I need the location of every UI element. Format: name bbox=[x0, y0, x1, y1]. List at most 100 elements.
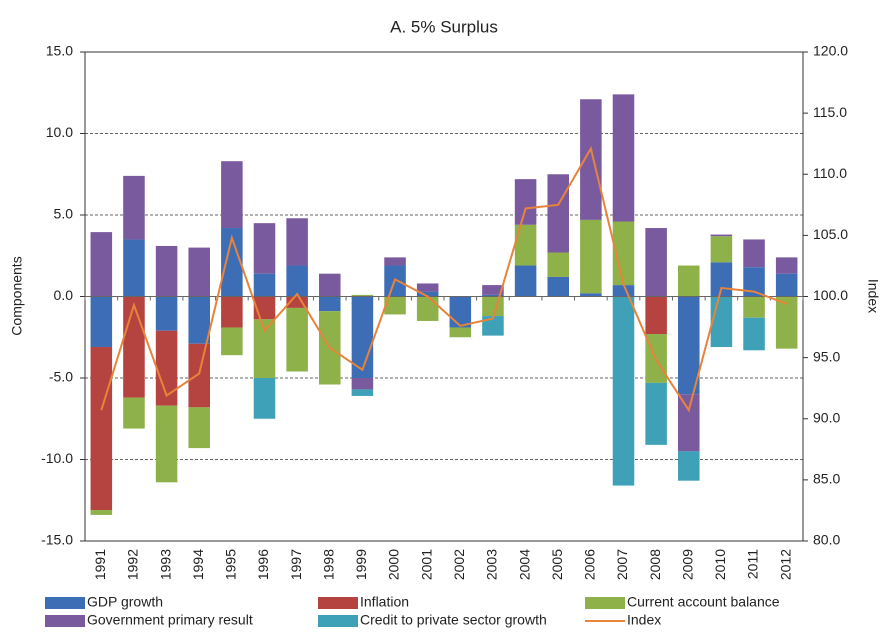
bar bbox=[188, 296, 210, 344]
legend-swatch bbox=[585, 597, 625, 609]
bar bbox=[351, 389, 374, 396]
bar bbox=[416, 291, 439, 297]
bar bbox=[547, 174, 569, 253]
legend-label: Inflation bbox=[360, 594, 409, 610]
bar bbox=[221, 228, 243, 297]
bar bbox=[155, 330, 178, 406]
y2-tick-label: 115.0 bbox=[813, 104, 847, 120]
x-tick-label: 2002 bbox=[451, 549, 467, 580]
y-tick-label: 10.0 bbox=[46, 124, 73, 140]
bar bbox=[710, 296, 733, 348]
x-tick-label: 1995 bbox=[223, 549, 239, 580]
x-tick-label: 2011 bbox=[745, 549, 761, 579]
bar bbox=[384, 257, 406, 266]
bar bbox=[319, 296, 341, 312]
bar bbox=[743, 267, 765, 297]
x-tick-label: 2004 bbox=[516, 549, 532, 580]
x-tick-label: 2009 bbox=[679, 549, 695, 580]
bar bbox=[286, 296, 308, 308]
y-tick-label: 15.0 bbox=[46, 43, 73, 59]
x-tick-label: 1993 bbox=[157, 549, 173, 580]
bar bbox=[678, 296, 700, 395]
bar bbox=[612, 285, 635, 297]
bar bbox=[678, 265, 700, 297]
bar bbox=[123, 397, 145, 429]
y2-tick-label: 120.0 bbox=[813, 43, 848, 59]
y2-tick-label: 95.0 bbox=[813, 348, 840, 364]
y2-axis-label: Index bbox=[865, 279, 881, 313]
bar bbox=[612, 296, 635, 486]
y-tick-label: -10.0 bbox=[41, 450, 73, 466]
bar bbox=[188, 343, 210, 408]
y2-tick-label: 80.0 bbox=[813, 532, 840, 548]
bar bbox=[645, 382, 667, 445]
legend-label: Current account balance bbox=[627, 594, 780, 610]
x-tick-label: 2006 bbox=[582, 549, 598, 580]
bar bbox=[743, 296, 765, 318]
legend-swatch bbox=[45, 615, 85, 627]
bar bbox=[612, 221, 635, 286]
bar bbox=[155, 245, 178, 297]
y2-tick-label: 100.0 bbox=[813, 287, 848, 303]
y-tick-label: 0.0 bbox=[54, 287, 74, 303]
legend-label: GDP growth bbox=[87, 594, 163, 610]
bar bbox=[612, 94, 635, 222]
line-series bbox=[100, 145, 788, 413]
bar bbox=[449, 327, 472, 338]
bar bbox=[253, 319, 276, 378]
x-tick-label: 1999 bbox=[353, 549, 369, 580]
x-tick-label: 2012 bbox=[777, 549, 793, 580]
y2-tick-label: 85.0 bbox=[813, 471, 840, 487]
bar bbox=[580, 293, 602, 297]
bar bbox=[221, 327, 243, 356]
y2-tick-label: 90.0 bbox=[813, 409, 840, 425]
x-tick-label: 1998 bbox=[320, 549, 336, 580]
bar bbox=[710, 234, 733, 237]
legend-label: Index bbox=[627, 612, 661, 628]
bar bbox=[188, 407, 210, 449]
bar bbox=[482, 316, 504, 336]
legend-label: Government primary result bbox=[87, 612, 253, 628]
legend-swatch bbox=[318, 615, 358, 627]
bar bbox=[155, 296, 178, 331]
bar bbox=[416, 283, 439, 292]
bar bbox=[221, 296, 243, 328]
bar bbox=[253, 223, 276, 274]
bar bbox=[221, 161, 243, 229]
x-tick-label: 2008 bbox=[647, 549, 663, 580]
bar bbox=[514, 179, 537, 225]
bar bbox=[482, 296, 504, 317]
x-tick-label: 1996 bbox=[255, 549, 271, 580]
bar bbox=[547, 276, 569, 297]
bar bbox=[645, 228, 667, 297]
bar bbox=[286, 218, 308, 266]
bar bbox=[710, 236, 733, 263]
bar bbox=[351, 378, 374, 390]
bar bbox=[482, 294, 504, 297]
x-tick-label: 1994 bbox=[190, 549, 206, 580]
bar bbox=[90, 510, 113, 515]
bar bbox=[482, 285, 504, 295]
bar bbox=[123, 175, 145, 240]
bar bbox=[743, 239, 765, 268]
bar bbox=[253, 378, 276, 419]
x-tick-label: 2010 bbox=[712, 549, 728, 580]
x-tick-label: 2005 bbox=[549, 549, 565, 580]
y-tick-label: -5.0 bbox=[49, 369, 73, 385]
y-axis-label: Components bbox=[9, 256, 25, 335]
bar bbox=[90, 232, 113, 297]
bar bbox=[188, 247, 210, 297]
bar bbox=[678, 394, 700, 452]
bar bbox=[743, 317, 765, 351]
x-tick-label: 2000 bbox=[386, 549, 402, 580]
bar bbox=[123, 239, 145, 297]
x-tick-label: 2007 bbox=[614, 549, 630, 580]
bar bbox=[253, 273, 276, 297]
bar bbox=[547, 252, 569, 277]
y-tick-label: -15.0 bbox=[41, 532, 73, 548]
x-tick-label: 1991 bbox=[92, 549, 108, 580]
bar bbox=[384, 296, 406, 315]
bar bbox=[678, 451, 700, 481]
bar bbox=[580, 99, 602, 220]
